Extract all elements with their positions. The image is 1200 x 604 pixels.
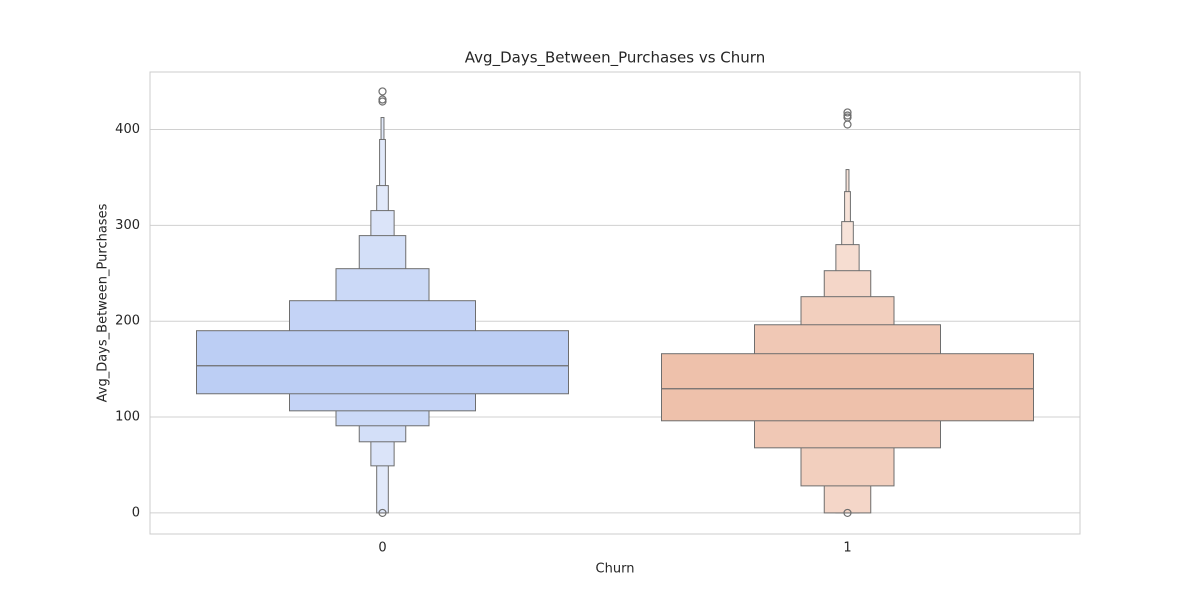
letter-value-box — [196, 330, 569, 395]
outlier — [378, 97, 387, 106]
plot-frame — [149, 71, 1081, 535]
x-tick-label: 1 — [843, 541, 851, 556]
x-tick-label: 0 — [378, 541, 386, 556]
y-tick-label: 100 — [115, 410, 140, 425]
y-tick-label: 300 — [115, 218, 140, 233]
outlier — [378, 87, 387, 96]
y-tick-label: 0 — [132, 505, 140, 520]
outlier — [378, 508, 387, 518]
x-axis-label: Churn — [596, 562, 635, 577]
y-axis-label: Avg_Days_Between_Purchases — [96, 203, 111, 402]
y-tick-label: 400 — [115, 122, 140, 137]
letter-value-box — [661, 353, 1034, 422]
outlier — [843, 120, 852, 129]
outlier — [843, 508, 852, 518]
outlier — [843, 108, 852, 117]
y-tick-label: 200 — [115, 314, 140, 329]
chart-title: Avg_Days_Between_Purchases vs Churn — [465, 49, 765, 68]
